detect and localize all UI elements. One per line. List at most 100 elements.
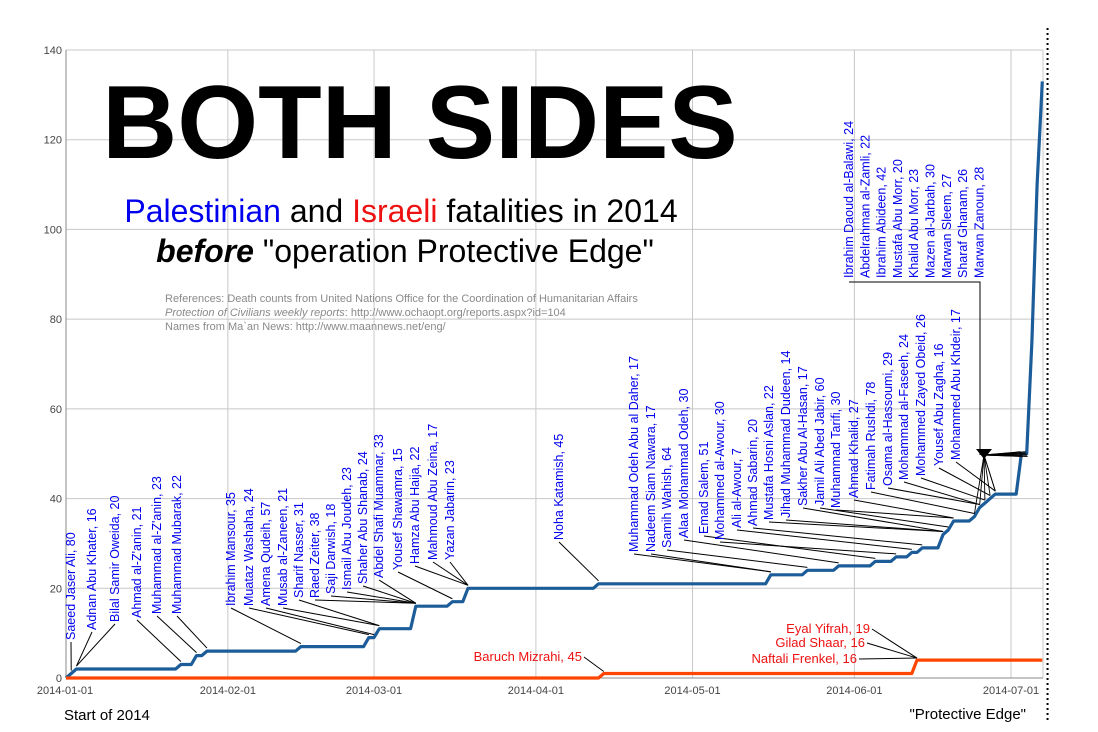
palestinian-name-label: Yousef Shawamra, 15 xyxy=(391,448,405,570)
x-tick-label: 2014-05-01 xyxy=(664,685,720,697)
palestinian-name-label: Saji Darwish, 18 xyxy=(324,504,338,594)
palestinian-leader-line xyxy=(414,565,469,586)
israeli-name-label: Baruch Mizrahi, 45 xyxy=(474,649,582,664)
reference-report-url: : http://www.ochaopt.org/reports.aspx?id… xyxy=(345,307,566,319)
y-tick-label: 40 xyxy=(50,494,62,506)
palestinian-leader-line xyxy=(265,607,375,636)
palestinian-leader-line xyxy=(785,519,944,532)
group-arrowhead xyxy=(976,449,992,459)
palestinian-group-name-label: Mazen al-Jarbah, 30 xyxy=(924,164,938,278)
israeli-name-label: Gilad Shaar, 16 xyxy=(775,635,865,650)
palestinian-name-label: Muhammad Odeh Abu al Daher, 17 xyxy=(627,356,641,552)
group-leader-line xyxy=(983,454,991,496)
israeli-leader-line xyxy=(583,656,605,672)
grid xyxy=(65,49,1044,679)
group-leader-line xyxy=(983,454,1028,457)
palestinian-group-name-label: Ibrahim Abideen, 42 xyxy=(875,167,889,278)
palestinian-leader-line xyxy=(650,553,771,573)
start-label: Start of 2014 xyxy=(64,707,150,724)
subtitle-part: Palestinian xyxy=(124,193,281,229)
palestinian-leader-line xyxy=(736,529,912,550)
name-labels: Saeed Jaser Ali, 80 Adnan Abu Khater, 16 B… xyxy=(64,121,986,666)
palestinian-group-name-label: Marwan Sleem, 27 xyxy=(940,174,954,278)
palestinian-name-label: Muhammad Tarifi, 30 xyxy=(829,391,843,508)
palestinian-leader-line xyxy=(802,507,944,532)
palestinian-name-label: Ali al-Awour, 7 xyxy=(730,448,744,528)
palestinian-leader-line xyxy=(156,615,197,653)
palestinian-leader-line xyxy=(853,499,954,519)
palestinian-leader-line xyxy=(870,491,975,515)
palestinian-leader-line xyxy=(558,541,599,582)
palestinian-leader-line xyxy=(938,467,991,497)
palestinian-name-label: Amena Qudeih, 57 xyxy=(259,502,273,606)
palestinian-leader-line xyxy=(819,507,949,528)
end-label: "Protective Edge" xyxy=(909,706,1026,723)
palestinian-name-label: Mohammed Zayed Obeid, 26 xyxy=(914,314,928,476)
x-tick-label: 2014-07-01 xyxy=(983,685,1039,697)
subtitle-part: Israeli xyxy=(352,193,437,229)
palestinian-name-label: Abdel Shafi Muammar, 33 xyxy=(372,434,386,578)
palestinian-leader-line xyxy=(768,521,944,532)
subtitle-part: fatalities in 2014 xyxy=(437,193,677,229)
y-tick-label: 100 xyxy=(44,224,62,236)
palestinian-leader-line xyxy=(752,527,923,546)
palestinian-name-label: Mohammed al-Awour, 30 xyxy=(713,401,727,540)
palestinian-group-name-label: Abdelrahman al-Zamli, 22 xyxy=(858,135,872,278)
palestinian-name-label: Emad Salem, 51 xyxy=(697,442,711,534)
israeli-leader-line xyxy=(866,642,918,659)
palestinian-name-label: Mohammed Abu Khdeir, 17 xyxy=(949,309,963,460)
palestinian-name-label: Saeed Jaser Ali, 80 xyxy=(64,532,78,640)
palestinian-name-label: Sakher Abu Al-Hasan, 17 xyxy=(796,366,810,506)
x-tick-label: 2014-04-01 xyxy=(508,685,564,697)
palestinian-group-name-label: Khalid Abu Morr, 23 xyxy=(907,169,921,278)
reference-line-1: References: Death counts from United Nat… xyxy=(165,293,638,305)
israeli-line xyxy=(66,658,1043,680)
x-tick-label: 2014-03-01 xyxy=(346,685,402,697)
palestinian-leader-line xyxy=(903,481,980,506)
palestinian-name-label: Shaher Abu Shanab, 24 xyxy=(356,451,370,584)
palestinian-leader-line xyxy=(176,615,208,649)
palestinian-name-label: Ahmad al-Z'anin, 21 xyxy=(130,506,144,618)
subtitle-line-2: before "operation Protective Edge" xyxy=(156,233,654,269)
series-lines xyxy=(64,81,1044,680)
palestinian-name-label: Mahmoud Abu Zeina, 17 xyxy=(426,424,440,560)
y-tick-label: 140 xyxy=(44,45,62,57)
palestinian-leader-line xyxy=(76,623,116,667)
subtitle-protective-edge: "operation Protective Edge" xyxy=(254,233,654,269)
y-tick-label: 0 xyxy=(56,673,62,685)
israeli-leader-line xyxy=(871,628,918,659)
israeli-name-label: Naftali Frenkel, 16 xyxy=(752,651,858,666)
palestinian-leader-line xyxy=(136,619,182,662)
palestinian-leader-line xyxy=(346,591,416,604)
palestinian-leader-line xyxy=(298,599,380,627)
palestinian-name-label: Alaa Mohammad Odeh, 30 xyxy=(677,389,691,538)
palestinian-name-label: Fatimah Rushdi, 78 xyxy=(864,382,878,490)
palestinian-leader-line xyxy=(248,607,369,636)
palestinian-leader-line xyxy=(666,549,808,568)
palestinian-name-label: Osama al-Hassoumi, 29 xyxy=(881,352,895,486)
x-tick-label: 2014-06-01 xyxy=(826,685,882,697)
palestinian-name-label: Yousef Abu Zagha, 16 xyxy=(932,343,946,466)
palestinian-name-label: Nadeem Siam Nawara, 17 xyxy=(644,405,658,552)
palestinian-group-name-label: Ibrahim Daoud al-Balawi, 24 xyxy=(842,121,856,278)
israeli-leader-line xyxy=(858,657,918,660)
group-leader-line xyxy=(974,454,985,514)
references: References: Death counts from United Nat… xyxy=(165,293,638,333)
palestinian-group-name-label: Marwan Zanoun, 28 xyxy=(972,167,986,278)
reference-report-name: Protection of Civilians weekly reports xyxy=(165,307,345,319)
y-tick-label: 20 xyxy=(50,583,62,595)
palestinian-name-label: Muhammad al-Z'anin, 23 xyxy=(150,476,164,614)
x-tick-label: 2014-02-01 xyxy=(200,685,256,697)
palestinian-name-label: Raed Zeiter, 38 xyxy=(308,512,322,598)
palestinian-leader-line xyxy=(835,509,954,519)
palestinian-name-label: Jamil Ali Abed Jabir, 60 xyxy=(813,377,827,506)
palestinian-leader-line xyxy=(282,607,380,627)
leader-lines xyxy=(70,281,1028,672)
palestinian-name-label: Yazan Jabarin, 23 xyxy=(443,460,457,560)
palestinian-name-label: Mustafa Hosni Aslan, 22 xyxy=(762,385,776,520)
palestinian-leader-line xyxy=(362,585,416,604)
group-leader-line xyxy=(979,454,985,505)
x-tick-label: 2014-01-01 xyxy=(37,685,93,697)
subtitle-before: before xyxy=(156,233,254,269)
